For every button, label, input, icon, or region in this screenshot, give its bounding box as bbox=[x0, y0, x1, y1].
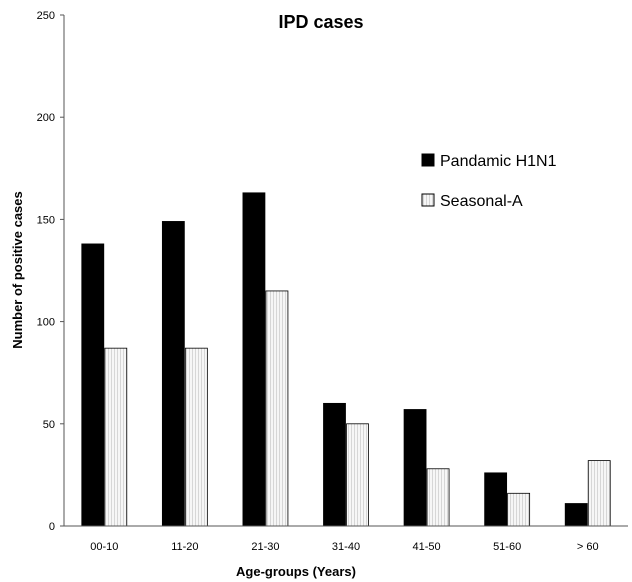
bar-seasonal-a bbox=[184, 347, 208, 527]
bar-seasonal-a bbox=[426, 468, 450, 527]
bar-pandamic-h1n1 bbox=[403, 409, 427, 527]
y-tick-label: 0 bbox=[49, 521, 55, 533]
x-tick-label: 21-30 bbox=[251, 541, 279, 553]
bar-seasonal-a bbox=[346, 423, 369, 527]
bar-seasonal-a bbox=[104, 347, 128, 527]
bar-pandamic-h1n1 bbox=[564, 503, 588, 527]
y-ticks: 0 50 100 150 200 250 bbox=[37, 10, 64, 533]
legend-label-seasonal: Seasonal-A bbox=[440, 193, 523, 210]
x-tick-label: 11-20 bbox=[171, 541, 198, 553]
x-tick-label: > 60 bbox=[577, 541, 599, 553]
chart-title: IPD cases bbox=[278, 12, 363, 32]
x-tick-label: 00-10 bbox=[90, 541, 118, 553]
legend-label-pandamic: Pandamic H1N1 bbox=[440, 153, 557, 170]
bar-pandamic-h1n1 bbox=[81, 243, 105, 527]
bars-group bbox=[81, 192, 611, 527]
legend: Pandamic H1N1 Seasonal-A bbox=[421, 153, 557, 210]
bar-pandamic-h1n1 bbox=[484, 472, 508, 527]
legend-swatch-seasonal bbox=[421, 193, 435, 207]
legend-swatch-pandamic bbox=[421, 153, 435, 167]
y-tick-label: 200 bbox=[37, 112, 55, 124]
bar-seasonal-a bbox=[265, 290, 289, 527]
y-axis-label: Number of positive cases bbox=[10, 191, 25, 349]
x-tick-label: 31-40 bbox=[332, 541, 360, 553]
bar-pandamic-h1n1 bbox=[242, 192, 266, 527]
y-tick-label: 250 bbox=[37, 10, 55, 22]
y-tick-label: 150 bbox=[37, 214, 55, 226]
x-tick-label: 51-60 bbox=[493, 541, 521, 553]
x-tick-label: 41-50 bbox=[413, 541, 441, 553]
bar-pandamic-h1n1 bbox=[161, 221, 185, 527]
bar-seasonal-a bbox=[587, 460, 611, 527]
x-ticks: 00-10 11-20 21-30 31-40 41-50 51-60 > 60 bbox=[90, 541, 598, 553]
y-tick-label: 50 bbox=[43, 419, 55, 431]
y-tick-label: 100 bbox=[37, 317, 55, 329]
bar-seasonal-a bbox=[507, 492, 531, 527]
bar-pandamic-h1n1 bbox=[323, 402, 346, 527]
x-axis-label: Age-groups (Years) bbox=[236, 564, 356, 579]
